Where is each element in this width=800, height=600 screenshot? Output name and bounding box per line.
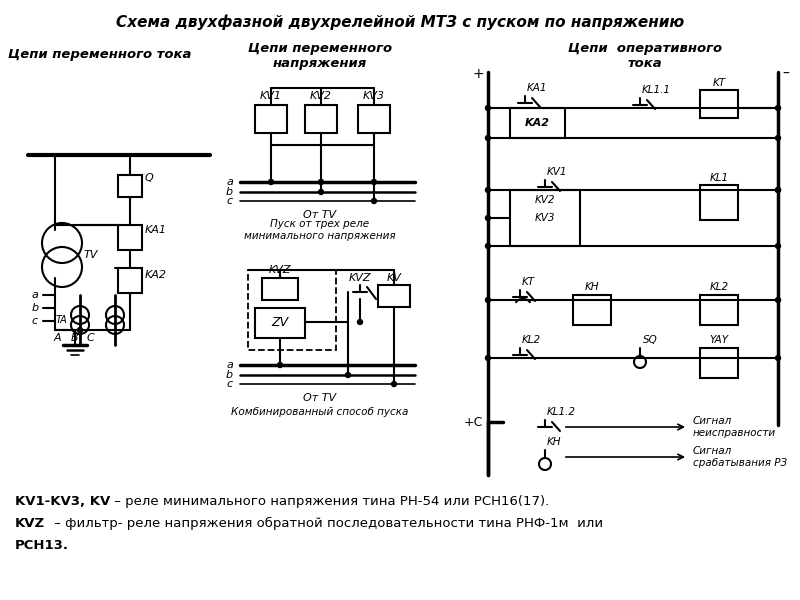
Bar [700,185,738,220]
Circle shape [486,355,490,361]
Text: Цепи переменного
напряжения: Цепи переменного напряжения [248,42,392,70]
Circle shape [318,190,323,194]
Bar [700,90,738,118]
Text: KVZ: KVZ [15,517,45,530]
Text: c: c [227,379,233,389]
Circle shape [486,244,490,248]
Text: Схема двухфазной двухрелейной МТЗ с пуском по напряжению: Схема двухфазной двухрелейной МТЗ с пуск… [116,14,684,29]
Circle shape [346,373,350,377]
Circle shape [775,355,781,361]
Text: KV2: KV2 [534,195,555,205]
Bar [358,105,390,133]
Circle shape [371,179,377,185]
Bar [378,285,410,307]
Bar [573,295,611,325]
Text: a: a [226,360,233,370]
Circle shape [486,136,490,140]
Text: a: a [226,177,233,187]
Circle shape [486,215,490,220]
Text: Цепи  оперативного
тока: Цепи оперативного тока [568,42,722,70]
Text: KH: KH [547,437,562,447]
Circle shape [318,179,323,185]
Circle shape [486,298,490,302]
Bar [118,225,142,250]
Text: Комбинированный способ пуска: Комбинированный способ пуска [231,407,409,417]
Bar [262,278,298,300]
Text: +: + [472,67,484,81]
Text: KV1: KV1 [547,167,567,177]
Text: Сигнал
срабатывания РЗ: Сигнал срабатывания РЗ [693,446,787,468]
Circle shape [371,199,377,203]
Text: От TV: От TV [303,393,337,403]
Circle shape [278,362,282,367]
Text: РСН13.: РСН13. [15,539,69,552]
Bar [700,348,738,378]
Text: +C: +C [464,415,483,428]
Text: A: A [53,333,61,343]
Circle shape [775,106,781,110]
Bar [510,108,565,138]
Circle shape [775,298,781,302]
Text: – реле минимального напряжения тина РН-54 или РСН16(17).: – реле минимального напряжения тина РН-5… [110,495,550,508]
Text: Q: Q [145,173,154,183]
Bar [255,308,305,338]
Bar [118,175,142,197]
Text: KH: KH [585,282,599,292]
Text: –: – [782,67,789,81]
Text: b: b [31,303,38,313]
Text: KV: KV [386,273,402,283]
Text: – фильтр- реле напряжения обратной последовательности тина РНФ-1м  или: – фильтр- реле напряжения обратной после… [50,517,603,530]
Text: b: b [226,187,233,197]
Circle shape [269,179,274,185]
Text: C: C [86,333,94,343]
Bar [248,270,336,350]
Bar [305,105,337,133]
Text: Сигнал
неисправности: Сигнал неисправности [693,416,776,438]
Text: KA1: KA1 [145,225,167,235]
Text: TA: TA [55,315,67,325]
Text: KL2: KL2 [522,335,541,345]
Text: KA2: KA2 [145,270,167,280]
Text: KL1: KL1 [710,173,729,183]
Text: KL1.2: KL1.2 [547,407,576,417]
Text: KT: KT [713,78,726,88]
Text: KL1.1: KL1.1 [642,85,671,95]
Circle shape [775,244,781,248]
Text: KL2: KL2 [710,282,729,292]
Circle shape [358,319,362,325]
Text: KA1: KA1 [527,83,547,93]
Text: KV1-KV3, KV: KV1-KV3, KV [15,495,110,508]
Text: TV: TV [84,250,98,260]
Text: Цепи переменного тока: Цепи переменного тока [8,48,192,61]
Bar [700,295,738,325]
Text: c: c [32,316,38,326]
Text: Пуск от трех реле
минимального напряжения: Пуск от трех реле минимального напряжени… [244,219,396,241]
Text: KV1: KV1 [260,91,282,101]
Bar [255,105,287,133]
Bar [510,190,580,246]
Text: B: B [71,333,79,343]
Circle shape [391,382,397,386]
Text: От TV: От TV [303,210,337,220]
Text: KV3: KV3 [534,213,555,223]
Text: c: c [227,196,233,206]
Text: KV3: KV3 [363,91,385,101]
Circle shape [775,187,781,193]
Circle shape [486,187,490,193]
Circle shape [486,106,490,110]
Text: b: b [226,370,233,380]
Circle shape [78,328,82,332]
Text: KA2: KA2 [525,118,550,128]
Text: SQ: SQ [643,335,658,345]
Text: KT: KT [522,277,535,287]
Text: KVZ: KVZ [269,265,291,275]
Text: ZV: ZV [271,317,289,329]
Circle shape [775,187,781,193]
Text: YAY: YAY [710,335,729,345]
Text: a: a [31,290,38,300]
Circle shape [775,136,781,140]
Bar [118,268,142,293]
Text: KV2: KV2 [310,91,332,101]
Text: KVZ: KVZ [349,273,371,283]
